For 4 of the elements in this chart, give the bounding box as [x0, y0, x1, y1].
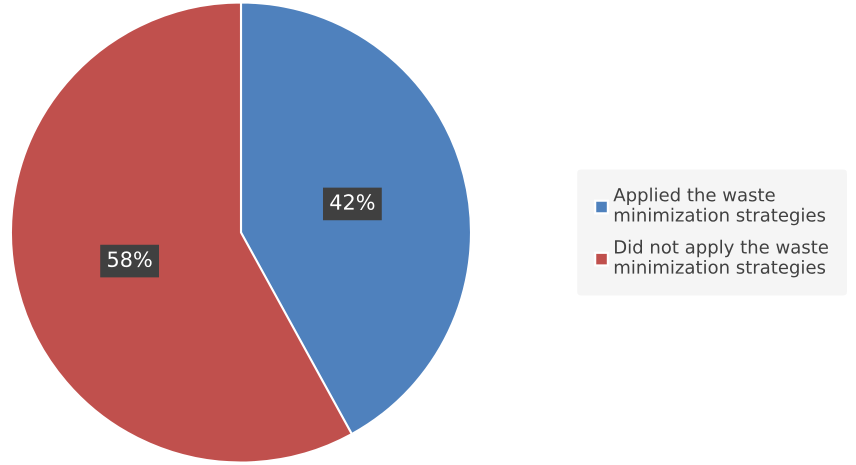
legend-label: Applied the waste minimization strategies — [613, 188, 826, 226]
data-label: 58% — [108, 251, 152, 268]
data-label: 42% — [330, 194, 374, 210]
legend-label: Did not apply the waste minimization strategies — [614, 240, 828, 278]
